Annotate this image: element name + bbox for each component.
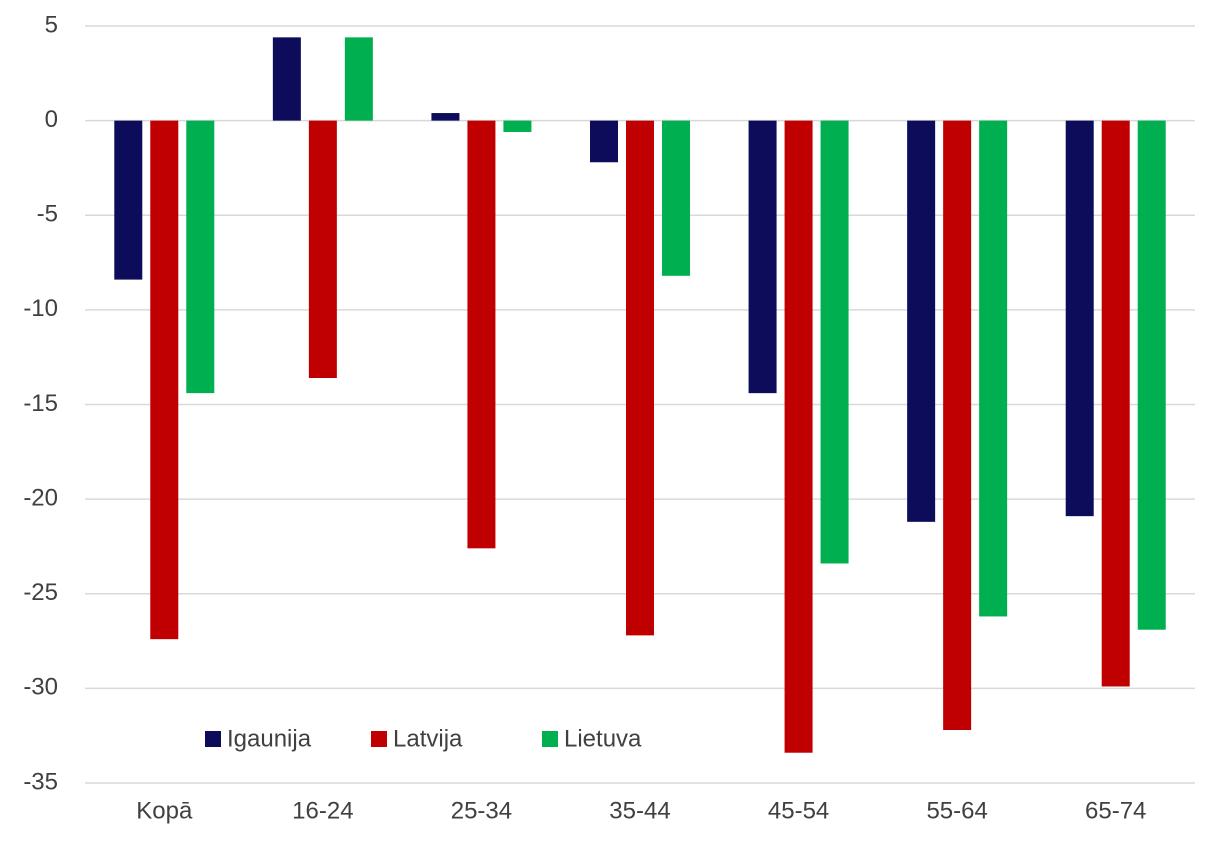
x-tick-label: 35-44 xyxy=(609,797,670,824)
x-tick-label: 65-74 xyxy=(1085,797,1146,824)
y-tick-label: -20 xyxy=(23,484,58,511)
bar xyxy=(1101,120,1130,687)
x-tick-label: 25-34 xyxy=(451,797,512,824)
bar xyxy=(272,37,301,121)
bar xyxy=(907,120,936,522)
bar xyxy=(1065,120,1094,517)
bar xyxy=(114,120,143,280)
bar xyxy=(979,120,1008,617)
bar xyxy=(503,120,532,132)
bar xyxy=(590,120,618,163)
bar xyxy=(662,120,690,276)
bar xyxy=(1137,120,1166,630)
bar xyxy=(626,120,654,636)
y-tick-label: -35 xyxy=(23,768,58,795)
bar xyxy=(784,120,813,753)
legend-label: Igaunija xyxy=(227,725,312,752)
legend-swatch xyxy=(371,731,387,747)
bar xyxy=(943,120,972,731)
legend-label: Latvija xyxy=(393,725,463,752)
bar xyxy=(467,120,496,549)
bar xyxy=(748,120,777,394)
bar xyxy=(344,37,373,121)
x-tick-label: Kopā xyxy=(136,797,193,824)
legend-swatch xyxy=(205,731,221,747)
y-tick-label: 0 xyxy=(45,106,58,133)
bar xyxy=(150,120,179,640)
y-tick-label: -25 xyxy=(23,579,58,606)
y-tick-label: -30 xyxy=(23,674,58,701)
bar xyxy=(820,120,849,564)
x-tick-label: 45-54 xyxy=(768,797,829,824)
y-tick-label: -10 xyxy=(23,295,58,322)
bar xyxy=(186,120,215,394)
x-tick-label: 55-64 xyxy=(926,797,987,824)
bar xyxy=(431,113,460,121)
bar xyxy=(308,120,337,379)
legend-swatch xyxy=(542,731,558,747)
y-tick-label: -5 xyxy=(37,201,58,228)
y-tick-label: -15 xyxy=(23,390,58,417)
x-tick-label: 16-24 xyxy=(292,797,353,824)
y-tick-label: 5 xyxy=(45,11,58,38)
legend-label: Lietuva xyxy=(564,725,642,752)
